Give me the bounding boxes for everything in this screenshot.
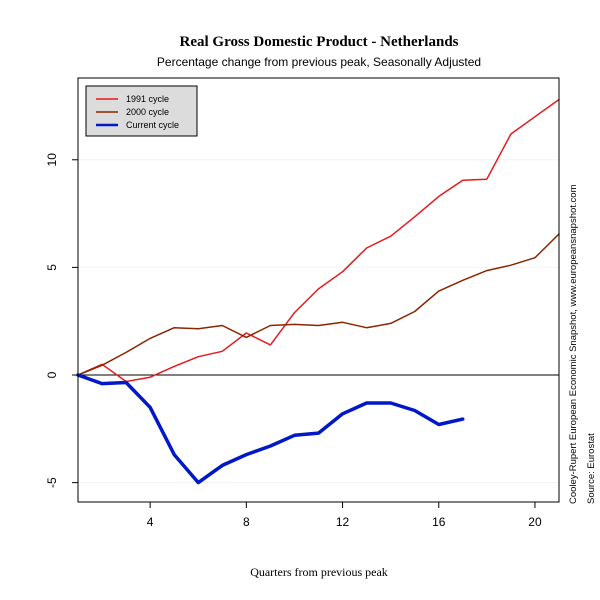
source-note-eurostat: Source: Eurostat	[586, 433, 597, 504]
gridlines	[78, 159, 559, 484]
legend-label-1: 2000 cycle	[126, 107, 169, 117]
chart-subtitle: Percentage change from previous peak, Se…	[157, 55, 481, 69]
x-tick-label: 4	[147, 515, 154, 529]
y-axis: -5 0 5 10	[45, 153, 78, 488]
x-tick-label: 16	[432, 515, 446, 529]
plot-frame	[77, 77, 560, 503]
series-line-2	[76, 373, 465, 485]
x-tick-label: 12	[336, 515, 350, 529]
chart-title: Real Gross Domestic Product - Netherland…	[180, 34, 459, 50]
y-tick-label: 0	[45, 371, 59, 378]
y-tick-label: 5	[45, 264, 59, 271]
legend: 1991 cycle 2000 cycle Current cycle	[85, 85, 198, 137]
legend-label-2: Current cycle	[126, 120, 179, 130]
x-axis-label: Quarters from previous peak	[250, 565, 388, 579]
x-axis: 4 8 12 16 20	[147, 502, 542, 529]
y-tick-label: -5	[45, 477, 59, 488]
series-lines	[76, 98, 560, 485]
x-tick-label: 8	[243, 515, 250, 529]
series-line-0	[77, 98, 560, 383]
y-tick-label: 10	[45, 153, 59, 167]
x-tick-label: 20	[528, 515, 542, 529]
legend-box	[85, 85, 198, 137]
legend-label-0: 1991 cycle	[126, 94, 169, 104]
series-line-1	[77, 233, 560, 376]
source-note-attribution: Cooley-Rupert European Economic Snapshot…	[568, 184, 579, 504]
